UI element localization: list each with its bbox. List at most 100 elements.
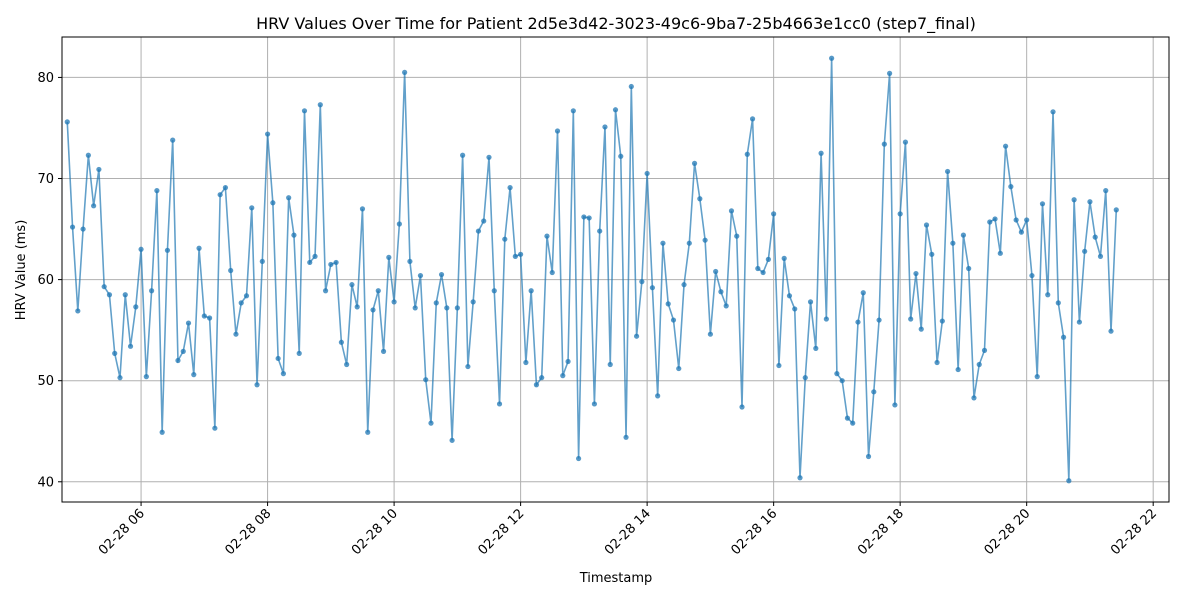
y-axis-label: HRV Value (ms) — [14, 220, 29, 321]
data-point — [802, 375, 808, 381]
x-tick-label: 02-28 06 — [96, 506, 148, 558]
data-point — [1108, 328, 1114, 334]
data-point — [966, 265, 972, 272]
data-point — [201, 313, 207, 319]
data-point — [892, 402, 898, 408]
data-point — [1071, 197, 1077, 203]
data-point — [175, 357, 181, 364]
data-point — [792, 306, 798, 312]
plot-area — [64, 55, 1119, 484]
data-point — [1103, 188, 1109, 194]
data-point — [280, 371, 286, 377]
x-tick-label: 02-28 22 — [1108, 506, 1160, 558]
data-point — [929, 251, 935, 257]
data-point — [707, 331, 713, 337]
x-tick-label: 02-28 08 — [222, 506, 274, 558]
data-point — [80, 226, 86, 232]
data-point — [765, 256, 771, 262]
data-point — [576, 455, 582, 462]
y-tick-label: 80 — [37, 71, 54, 86]
data-point — [354, 304, 360, 310]
data-point — [686, 240, 692, 246]
data-point — [338, 339, 344, 345]
data-point — [518, 251, 524, 257]
data-point — [860, 290, 866, 296]
data-point — [286, 195, 292, 201]
data-point — [1050, 109, 1056, 115]
data-point — [997, 250, 1003, 256]
data-point — [365, 429, 371, 435]
data-point — [829, 55, 835, 61]
data-point — [981, 347, 988, 353]
data-point — [185, 320, 192, 326]
data-point — [222, 185, 229, 191]
data-point — [939, 318, 945, 324]
data-point — [196, 245, 202, 251]
data-point — [1039, 201, 1046, 207]
data-point — [544, 233, 550, 239]
data-point — [823, 316, 829, 322]
data-point — [670, 317, 677, 323]
data-point — [960, 232, 967, 238]
data-point — [786, 293, 793, 299]
data-point — [122, 292, 128, 298]
data-point — [797, 475, 803, 481]
data-point — [1002, 143, 1009, 149]
data-point — [496, 401, 503, 407]
data-point — [607, 361, 613, 368]
data-point — [628, 83, 634, 90]
data-point — [1060, 334, 1067, 340]
y-tick-label: 70 — [37, 172, 54, 187]
data-point — [834, 371, 840, 377]
data-point — [322, 288, 329, 294]
data-point — [876, 317, 882, 323]
data-point — [760, 269, 766, 276]
data-point — [212, 425, 218, 431]
x-tick-label: 02-28 18 — [855, 506, 907, 558]
series-line — [66, 58, 1118, 481]
data-point — [344, 361, 350, 368]
data-point — [528, 288, 534, 294]
data-point — [807, 299, 814, 305]
data-point — [813, 345, 819, 351]
data-point — [881, 141, 887, 147]
data-point — [270, 200, 276, 206]
data-point — [96, 166, 102, 173]
data-point — [349, 282, 355, 288]
data-point — [486, 154, 492, 160]
axes-frame — [61, 36, 1170, 503]
x-tick-label: 02-28 12 — [476, 506, 528, 558]
data-point — [533, 382, 540, 388]
data-point — [117, 375, 123, 381]
x-tick-label: 02-28 20 — [982, 506, 1034, 558]
data-point — [913, 270, 919, 277]
data-point — [75, 308, 81, 314]
data-point — [243, 293, 250, 299]
data-point — [138, 246, 144, 252]
data-point — [312, 253, 318, 259]
data-point — [396, 221, 402, 227]
data-point — [433, 300, 439, 306]
data-point — [718, 289, 724, 295]
data-point — [264, 131, 271, 137]
data-point — [723, 303, 729, 309]
data-point — [370, 307, 376, 313]
data-point — [238, 300, 244, 306]
data-point — [481, 218, 487, 224]
data-point — [275, 355, 281, 362]
data-point — [407, 258, 413, 265]
x-tick-label: 02-28 10 — [349, 506, 401, 558]
data-point — [460, 152, 466, 158]
data-point — [217, 192, 223, 198]
data-point — [676, 365, 682, 372]
data-point — [254, 382, 260, 388]
data-point — [649, 285, 656, 291]
data-point — [1024, 217, 1030, 223]
data-point — [644, 170, 650, 177]
data-point — [291, 232, 297, 238]
data-point — [844, 415, 851, 421]
data-point — [1018, 229, 1024, 235]
data-point — [850, 420, 856, 426]
data-point — [85, 152, 91, 158]
